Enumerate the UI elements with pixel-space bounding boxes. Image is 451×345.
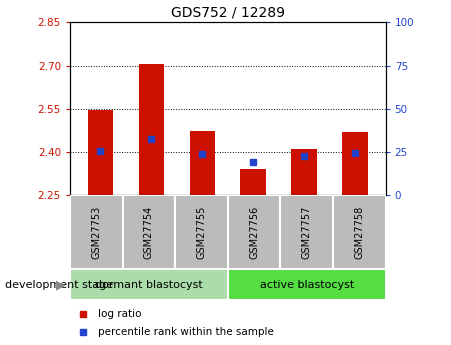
- Text: percentile rank within the sample: percentile rank within the sample: [98, 327, 274, 337]
- Text: active blastocyst: active blastocyst: [260, 280, 354, 289]
- Title: GDS752 / 12289: GDS752 / 12289: [171, 6, 285, 20]
- Bar: [333, 195, 386, 269]
- Bar: [138, 64, 164, 195]
- Text: development stage: development stage: [5, 280, 113, 289]
- Bar: [189, 131, 215, 195]
- Bar: [70, 195, 123, 269]
- Text: GSM27754: GSM27754: [144, 205, 154, 259]
- Bar: [88, 109, 113, 195]
- Text: log ratio: log ratio: [98, 309, 142, 319]
- Text: GSM27758: GSM27758: [354, 205, 364, 259]
- Text: GSM27753: GSM27753: [91, 205, 101, 259]
- Bar: [240, 169, 266, 195]
- Bar: [175, 195, 228, 269]
- Text: GSM27757: GSM27757: [302, 205, 312, 259]
- Bar: [291, 149, 317, 195]
- Bar: [228, 269, 386, 300]
- Bar: [281, 195, 333, 269]
- Bar: [228, 195, 281, 269]
- Text: GSM27756: GSM27756: [249, 205, 259, 259]
- Bar: [70, 269, 228, 300]
- Text: GSM27755: GSM27755: [197, 205, 207, 259]
- Text: ▶: ▶: [56, 278, 65, 291]
- Bar: [123, 195, 175, 269]
- Bar: [342, 132, 368, 195]
- Text: dormant blastocyst: dormant blastocyst: [95, 280, 202, 289]
